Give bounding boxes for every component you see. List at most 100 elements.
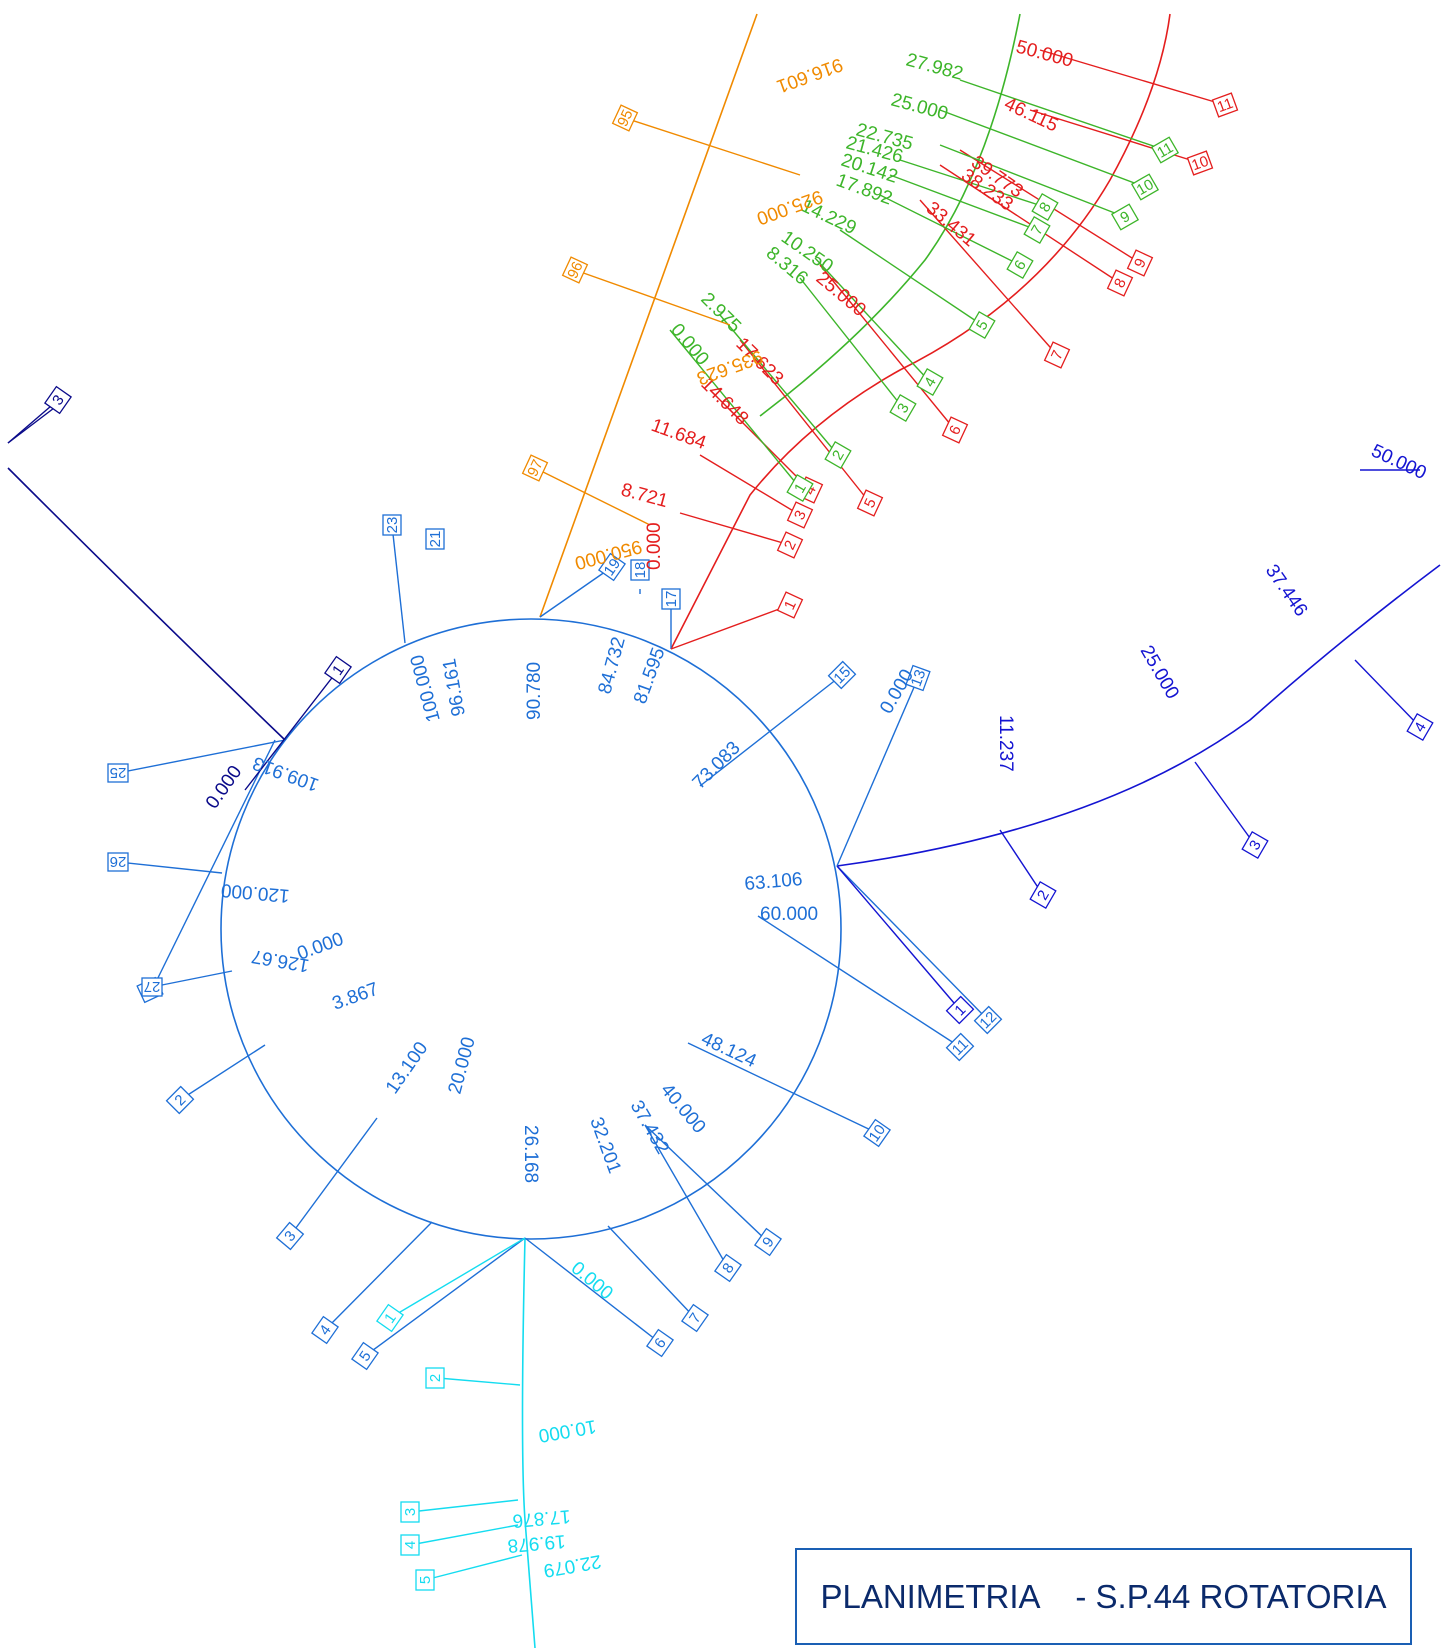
ring_sections-section-label: 13.100 [382,1038,433,1098]
orange_branch-box: 95 [611,104,639,132]
orange_branch-line [534,467,651,526]
ring_sections-section-label: 20.000 [445,1035,480,1097]
green_branch-box: 7 [1023,215,1051,245]
blue_branch-box: 3 [1241,830,1269,860]
red_branch-box: 7 [1043,341,1071,369]
orange_branch-box-label: 97 [524,457,546,479]
ring_sections-section-label: 60.000 [760,904,818,925]
ring_sections-section-label: 90.780 [524,662,545,720]
title-text: PLANIMETRIA - S.P.44 ROTATORIA [820,1577,1387,1615]
cyan_branch-box-label: 5 [417,1576,434,1584]
ring_sections-line [289,1117,378,1237]
red_branch-section-label: 8.721 [619,480,670,513]
navy_branch-box: 3 [43,385,73,415]
cyan_branch-section-label: 17.876 [512,1505,572,1531]
red_branch-section-label: 46.115 [1001,93,1061,136]
ring_sections-line [151,970,233,988]
ring_sections-box: 25 [107,763,129,783]
ring_sections-line [179,1044,266,1101]
ring_sections-box-label: 15 [830,663,854,687]
navy-axis [7,467,286,741]
ring_sections-box: 18 [630,559,650,581]
ring_sections-line [117,739,286,774]
ring_sections-section-label: 32.201 [585,1115,625,1177]
red_branch-box: 5 [856,489,884,517]
ring_sections-section-label: 63.106 [744,869,804,895]
ring_sections-line [836,865,989,1021]
green_branch-line [939,144,1126,218]
red_branch-line [699,454,801,516]
ring_sections-box: 13 [905,664,931,692]
green_branch-line [719,314,839,456]
red_branch-box: 6 [941,416,969,444]
red_branch-section-label: 11.684 [648,415,709,454]
ring_sections-box: 19 [597,552,627,582]
ring_sections-box-label: 21 [427,531,444,548]
ring_sections-line [524,1237,661,1344]
cyan_branch-box-label: 2 [427,1374,444,1382]
cyan_branch-line [409,1524,519,1546]
red_branch-box: 9 [1126,249,1154,277]
ring_sections-box: 23 [382,514,402,536]
ring_sections-line [757,915,961,1048]
ring_sections-line [687,1042,878,1134]
ring_sections-box: 7 [680,1303,710,1333]
cyan_branch-box: 2 [425,1367,445,1389]
green_branch-box: 4 [916,367,944,397]
ring_sections-section-label: 37.432 [626,1097,673,1158]
ring_sections-section-label: 40.000 [656,1080,709,1138]
green_branch-box: 8 [1031,192,1059,222]
blue_branch-line [999,829,1044,896]
ring_sections-box: 21 [425,528,445,550]
blue_branch-line [1194,761,1256,846]
red_branch-box: 1 [776,591,804,619]
red_branch-box-label: 10 [1189,153,1210,175]
ring_sections-box-label: 10 [866,1122,889,1145]
ring_sections-section-label: 3.867 [330,979,382,1015]
ring_sections-box: 15 [827,660,857,690]
ring_sections-box-label: 25 [110,764,127,781]
red_branch-line [819,264,956,431]
orange_branch-box-label: 95 [614,107,636,129]
cyan_branch-box: 3 [400,1501,420,1523]
blue-axis [836,564,1441,867]
green_branch-section-label: 27.982 [904,50,966,85]
ring_sections-box: 27 [141,977,163,997]
blue_branch-section-label: 37.446 [1261,561,1312,621]
ring_sections-box: 6 [645,1328,675,1358]
orange_branch-box-label: 96 [564,259,586,281]
orange_branch-section-label: 916.601 [774,53,846,96]
cyan_branch-box-label: 3 [402,1508,419,1516]
orange_branch-box: 96 [561,256,589,284]
navy_branch-line [7,399,59,444]
orange_branch-line [624,117,801,176]
green_branch-box: 5 [968,310,996,340]
blue_branch-section-label: 11.237 [995,715,1016,772]
ring_sections-box-label: 19 [601,556,624,579]
blue_branch-box: 4 [1406,712,1434,742]
green_branch-line [899,159,1046,208]
red_branch-box: 2 [776,531,804,559]
navy_branch-line [244,669,339,791]
red_branch-box: 8 [1106,269,1134,297]
ring_sections-box: 11 [945,1032,975,1062]
green_branch-line [879,194,1021,266]
orange-axis [539,13,758,618]
ring_sections-line [539,566,613,618]
green_branch-box: 1 [786,473,814,503]
ring_sections-box: 8 [713,1253,743,1283]
blue_branch-line [1354,659,1421,728]
ring_sections-section-label: 48.124 [698,1028,760,1072]
ring_sections-box-label: 27 [144,978,161,995]
ring_sections-box-label: 11 [949,1036,972,1059]
green_branch-box: 2 [824,440,852,470]
title-box: PLANIMETRIA - S.P.44 ROTATORIA [795,1548,1412,1645]
red_branch-box-label: 11 [1215,95,1235,116]
ring_sections-line [324,1221,433,1331]
red_branch-box: 10 [1186,150,1214,176]
blue_branch-section-label: 25.000 [1136,642,1183,703]
cyan-axis [521,1237,536,1649]
ring_sections-line [644,1124,769,1243]
green_branch-box-label: 11 [1154,139,1176,162]
ring_sections-box-label: 26 [110,853,127,870]
